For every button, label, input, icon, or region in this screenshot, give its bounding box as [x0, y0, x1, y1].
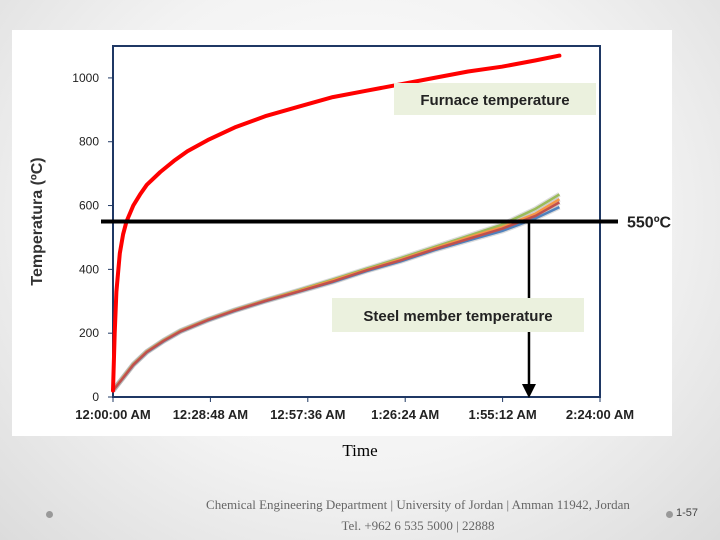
footer: Chemical Engineering Department | Univer… — [180, 494, 656, 536]
y-tick-label: 400 — [79, 262, 99, 276]
steel-series-line — [112, 193, 561, 392]
x-axis-title: Time — [342, 441, 378, 460]
chart: 0 200 400 600 800 1000 12:00:00 AM 12:28:48 AM 1… — [29, 45, 672, 422]
footer-line-2: Tel. +962 6 535 5000 | 22888 — [341, 518, 495, 533]
y-tick-label: 200 — [79, 326, 99, 340]
left-bullet-icon — [46, 511, 53, 518]
steel-series-line — [112, 201, 561, 392]
steel-legend-box — [332, 298, 584, 332]
y-axis-title: Temperatura (ºC) — [29, 157, 46, 285]
furnace-legend-box — [394, 83, 596, 115]
steel-series-shadow — [111, 192, 561, 393]
y-tick-label: 0 — [92, 390, 99, 404]
x-tick-label: 12:57:36 AM — [270, 407, 345, 422]
x-tick-label: 1:55:12 AM — [469, 407, 537, 422]
furnace-series-line — [111, 53, 562, 393]
steel-legend-label: Steel member temperature — [363, 308, 552, 325]
y-tick-label: 800 — [79, 135, 99, 149]
x-tick-label: 12:28:48 AM — [173, 407, 248, 422]
right-bullet-icon — [666, 511, 673, 518]
y-tick-label: 1000 — [72, 71, 99, 85]
x-tick-label: 2:24:00 AM — [566, 407, 634, 422]
footer-line-1: Chemical Engineering Department | Univer… — [206, 497, 630, 512]
y-tick-label: 600 — [79, 199, 99, 213]
x-tick-label: 12:00:00 AM — [75, 407, 150, 422]
x-tick-label: 1:26:24 AM — [371, 407, 439, 422]
chart-panel: 0 200 400 600 800 1000 12:00:00 AM 12:28:48 AM 1… — [12, 30, 672, 436]
furnace-legend-label: Furnace temperature — [420, 92, 569, 109]
critical-temperature-label: 550ºC — [627, 215, 672, 232]
page-number: 1-57 — [676, 507, 699, 519]
time-arrow-head — [521, 384, 536, 398]
